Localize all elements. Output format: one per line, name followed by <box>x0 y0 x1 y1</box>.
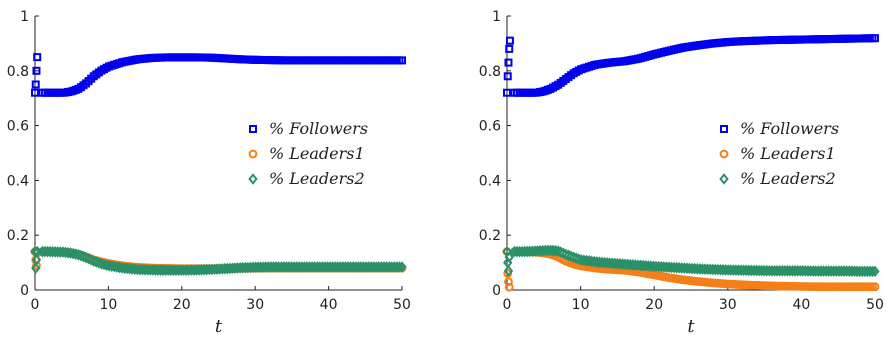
legend-label: % Leaders2 <box>269 169 365 188</box>
chart-panel-2: 00.20.40.60.810 10 20 30 40 50t% Followers% L… <box>479 9 884 337</box>
y-tick-label: 0.4 <box>479 173 501 189</box>
data-point <box>65 247 76 259</box>
series-1 <box>503 34 879 97</box>
series-3 <box>502 244 880 278</box>
data-point <box>574 253 584 265</box>
data-point <box>871 34 879 43</box>
x-tick-label: 50 <box>393 297 411 313</box>
x-tick-label: 40 <box>792 297 810 313</box>
y-tick-label: 0.8 <box>479 64 501 80</box>
x-tick-label: 20 <box>645 297 663 313</box>
data-point <box>101 259 112 271</box>
legend-label: % Leaders1 <box>269 144 365 163</box>
y-tick-label: 0.8 <box>7 64 29 80</box>
data-point <box>71 248 81 260</box>
legend-marker <box>248 173 258 185</box>
data-point <box>99 258 109 271</box>
legend-label: % Followers <box>740 119 839 138</box>
y-tick-label: 0.2 <box>7 228 29 244</box>
data-point <box>32 66 41 75</box>
data-point <box>504 277 513 287</box>
x-tick-label: 30 <box>719 297 737 313</box>
data-point <box>505 44 514 53</box>
y-tick-label: 0.2 <box>479 228 501 244</box>
data-point <box>867 265 878 278</box>
legend-marker <box>249 125 257 133</box>
y-tick-label: 0.4 <box>7 173 29 189</box>
legend-marker <box>719 149 729 159</box>
legend-marker <box>720 125 728 133</box>
y-tick-label: 1 <box>20 9 29 25</box>
data-point <box>504 251 514 263</box>
data-point <box>394 261 405 273</box>
x-tick-label: 20 <box>173 297 191 313</box>
x-tick-label: 40 <box>320 297 338 313</box>
x-tick-label: 0 <box>503 297 512 313</box>
data-point <box>32 260 41 270</box>
data-point <box>31 262 41 274</box>
data-point <box>503 265 514 277</box>
data-point <box>30 245 40 258</box>
data-point <box>107 260 117 272</box>
x-tick-label: 50 <box>866 297 884 313</box>
data-point <box>68 247 78 260</box>
chart-panel-1: 00.20.40.60.810 10 20 30 40 50t% Followers% L… <box>7 9 411 337</box>
legend-label: % Leaders2 <box>740 169 836 188</box>
data-point <box>505 36 514 45</box>
legend: % Followers % Leaders1 % Leaders2 <box>719 119 839 188</box>
data-point <box>33 53 42 62</box>
series-3 <box>30 245 407 277</box>
data-point <box>31 254 42 266</box>
legend-marker <box>719 173 729 185</box>
data-point <box>503 269 513 278</box>
data-point <box>96 258 107 270</box>
data-point <box>504 282 514 292</box>
data-point <box>63 246 73 259</box>
data-point <box>870 282 880 292</box>
data-point <box>31 88 39 97</box>
data-point <box>109 260 119 273</box>
data-point <box>32 245 42 258</box>
data-point <box>503 88 511 97</box>
x-tick-label: 30 <box>246 297 264 313</box>
x-tick-label: 10 <box>99 297 117 313</box>
data-point <box>503 72 512 81</box>
legend-label: % Followers <box>269 119 368 138</box>
legend-marker <box>248 149 258 159</box>
y-tick-label: 0 <box>20 283 29 299</box>
legend-label: % Leaders1 <box>740 144 836 163</box>
data-point <box>112 261 122 273</box>
legend: % Followers % Leaders1 % Leaders2 <box>248 119 368 188</box>
y-tick-label: 0.6 <box>479 119 501 135</box>
series-1 <box>31 53 406 97</box>
data-point <box>398 56 406 65</box>
data-point <box>104 259 114 272</box>
data-point <box>31 80 40 89</box>
data-point <box>397 261 407 273</box>
x-tick-label: 10 <box>572 297 590 313</box>
x-axis-label: t <box>215 316 223 337</box>
x-axis-label: t <box>687 316 695 337</box>
y-tick-label: 1 <box>492 9 501 25</box>
y-tick-label: 0 <box>492 283 501 299</box>
y-tick-label: 0.6 <box>7 119 29 135</box>
data-point <box>550 244 561 257</box>
data-point <box>870 265 880 278</box>
x-tick-label: 0 <box>31 297 40 313</box>
data-point <box>504 58 513 67</box>
